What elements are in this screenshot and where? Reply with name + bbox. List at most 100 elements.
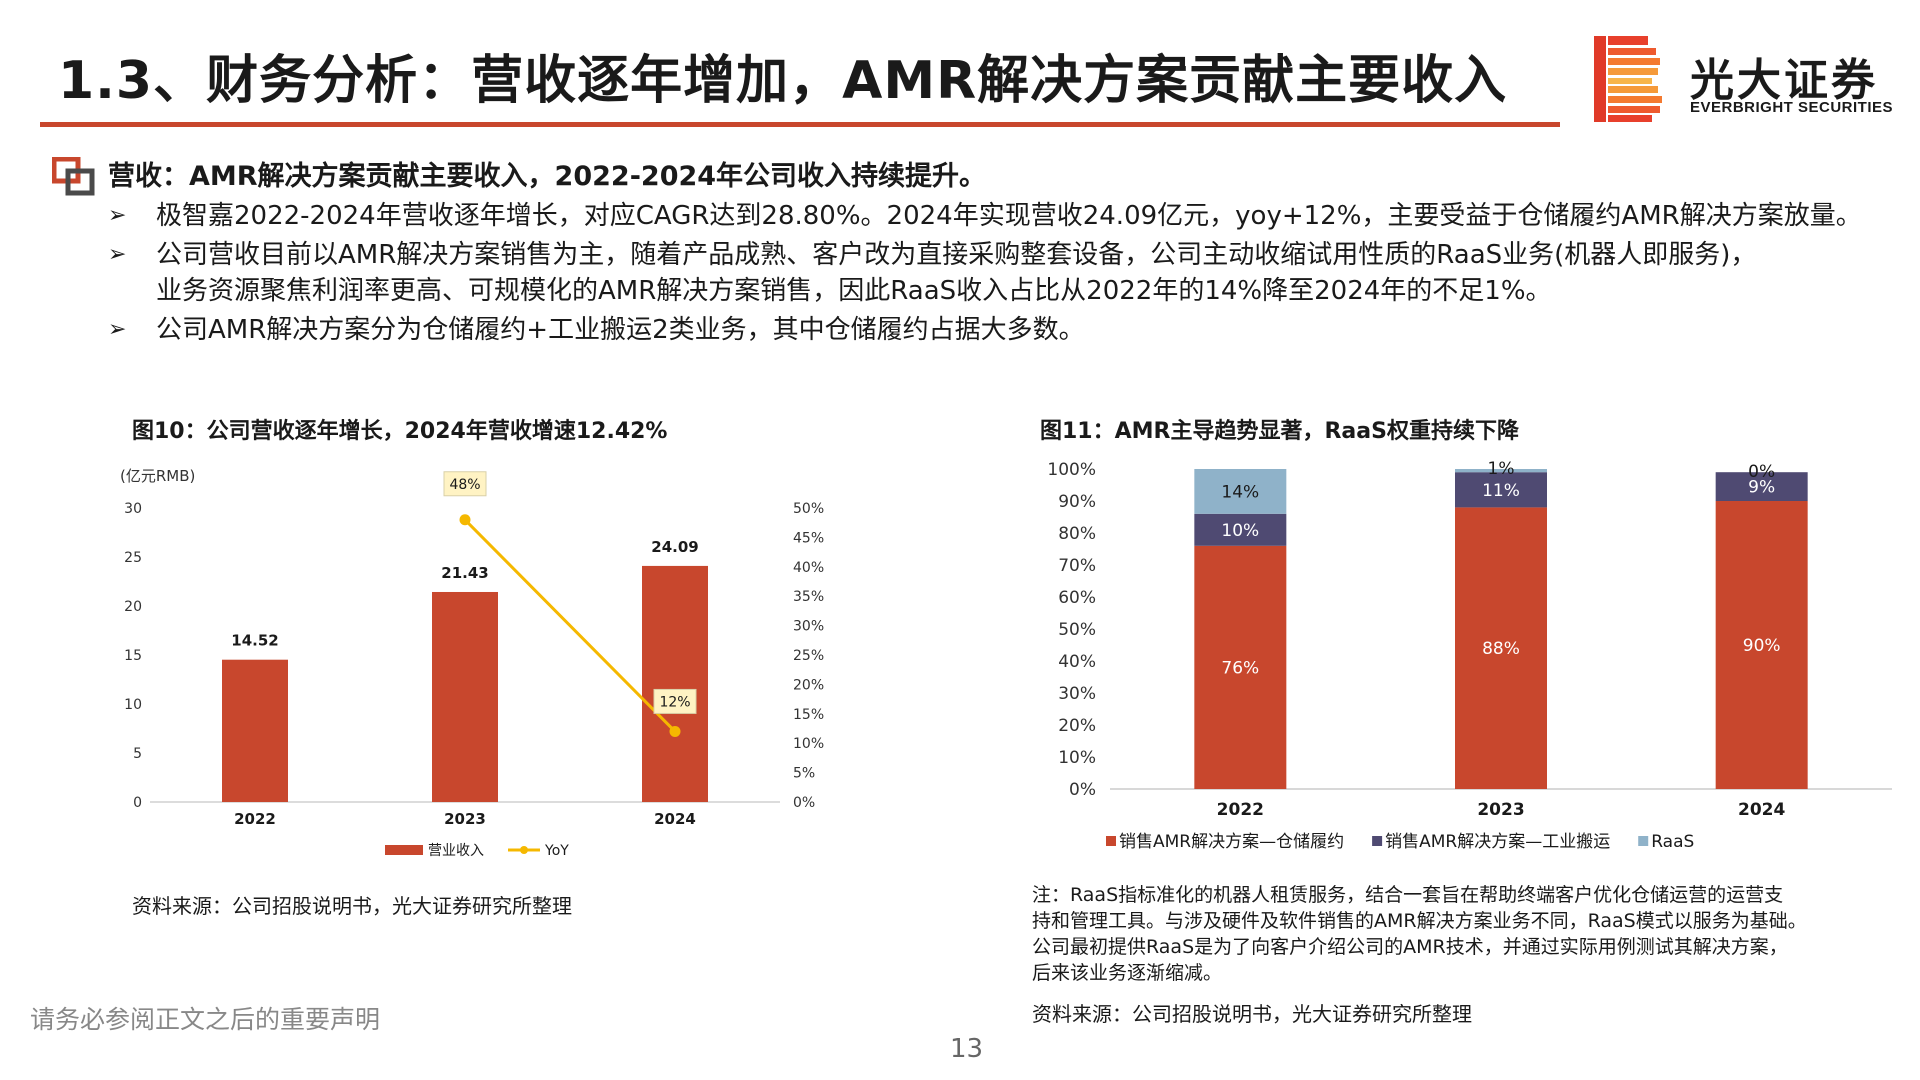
segment-value-label: 88% — [1482, 639, 1520, 659]
segment-value-label: 11% — [1482, 481, 1520, 501]
y-tick-label: 80% — [1058, 524, 1096, 544]
yoy-label-box — [653, 688, 697, 714]
stack-segment — [1455, 507, 1547, 789]
y-tick-label: 30 — [124, 501, 142, 517]
stack-segment — [1715, 472, 1808, 501]
x-tick-label: 2023 — [1477, 800, 1524, 820]
y2-tick-label: 45% — [793, 530, 824, 546]
x-tick-label: 2022 — [1217, 800, 1264, 820]
legend-label: 销售AMR解决方案—工业搬运 — [1385, 832, 1610, 852]
figure-10-source: 资料来源：公司招股说明书，光大证券研究所整理 — [132, 894, 572, 918]
legend-swatch — [385, 845, 423, 855]
bar-value-label: 21.43 — [441, 564, 488, 582]
section-heading: 营收：AMR解决方案贡献主要收入，2022-2024年公司收入持续提升。 — [108, 161, 987, 192]
bullet-item: ➢ 公司AMR解决方案分为仓储履约+工业搬运2类业务，其中仓储履约占据大多数。 — [108, 312, 1908, 348]
page-number: 13 — [950, 1034, 984, 1064]
y2-tick-label: 15% — [793, 707, 824, 723]
y2-tick-label: 10% — [793, 736, 824, 752]
y-tick-label: 20% — [1058, 716, 1096, 736]
note-line: 公司最初提供RaaS是为了向客户介绍公司的AMR技术，并通过实际用例测试其解决方… — [1032, 936, 1788, 958]
yoy-point — [459, 514, 471, 526]
figure-11-note: 注：RaaS指标准化的机器人租赁服务，结合一套旨在帮助终端客户优化仓储运营的运营… — [1032, 882, 1902, 986]
legend-label: YoY — [544, 843, 569, 859]
disclaimer: 请务必参阅正文之后的重要声明 — [30, 1005, 381, 1034]
y2-tick-label: 30% — [793, 619, 824, 635]
segment-value-label: 90% — [1743, 636, 1781, 656]
brand-name-cn: 光大证券 — [1690, 55, 1878, 106]
slide-title: 1.3、财务分析：营收逐年增加，AMR解决方案贡献主要收入 — [58, 51, 1508, 111]
brand-name-en: EVERBRIGHT SECURITIES — [1690, 99, 1894, 116]
legend-swatch — [1638, 836, 1649, 846]
revenue-bar — [222, 659, 288, 802]
unit-label: (亿元RMB) — [120, 467, 195, 485]
x-tick-label: 2023 — [444, 810, 486, 828]
stack-segment — [1455, 472, 1547, 508]
segment-value-label: 1% — [1488, 459, 1515, 479]
y2-tick-label: 50% — [793, 501, 824, 517]
y2-tick-label: 35% — [793, 589, 824, 605]
bullet-item: ➢ 公司营收目前以AMR解决方案销售为主，随着产品成熟、客户改为直接采购整套设备… — [108, 237, 1908, 309]
bar-value-label: 24.09 — [651, 538, 698, 556]
x-tick-label: 2024 — [654, 810, 696, 828]
legend-label: RaaS — [1651, 832, 1694, 852]
arrow-bullet-icon: ➢ — [108, 317, 127, 342]
bullet-text: 公司营收目前以AMR解决方案销售为主，随着产品成熟、客户改为直接采购整套设备，公… — [156, 240, 1757, 270]
y-tick-label: 100% — [1047, 460, 1096, 480]
legend-swatch — [1372, 836, 1383, 846]
figure-10-title: 图10：公司营收逐年增长，2024年营收增速12.42% — [132, 419, 668, 444]
y-tick-label: 20 — [124, 599, 142, 615]
bullet-text: 极智嘉2022-2024年营收逐年增长，对应CAGR达到28.80%。2024年… — [156, 201, 1862, 231]
nested-squares-icon — [52, 157, 95, 196]
y2-tick-label: 25% — [793, 648, 824, 664]
stack-segment — [1194, 469, 1287, 514]
y-tick-label: 0% — [1069, 780, 1096, 800]
stack-segment — [1715, 501, 1808, 789]
title-underline — [40, 122, 1560, 127]
arrow-bullet-icon: ➢ — [108, 242, 127, 267]
x-tick-label: 2024 — [1738, 800, 1785, 820]
segment-value-label: 76% — [1221, 658, 1259, 678]
y2-tick-label: 20% — [793, 677, 824, 693]
y-tick-label: 50% — [1058, 620, 1096, 640]
y-tick-label: 25 — [124, 550, 142, 566]
y-tick-label: 0 — [133, 795, 142, 811]
yoy-line — [463, 518, 677, 733]
y2-tick-label: 5% — [793, 766, 815, 782]
note-line: 注：RaaS指标准化的机器人租赁服务，结合一套旨在帮助终端客户优化仓储运营的运营… — [1032, 884, 1784, 906]
yoy-point — [669, 725, 681, 737]
y2-tick-label: 40% — [793, 560, 824, 576]
x-tick-label: 2022 — [234, 810, 276, 828]
bullet-item: ➢ 极智嘉2022-2024年营收逐年增长，对应CAGR达到28.80%。202… — [108, 198, 1908, 234]
legend-label: 销售AMR解决方案—仓储履约 — [1119, 832, 1344, 852]
y-tick-label: 5 — [133, 746, 142, 762]
note-line: 后来该业务逐渐缩减。 — [1032, 962, 1223, 984]
bullet-text: 业务资源聚焦利润率更高、可规模化的AMR解决方案销售，因此RaaS收入占比从20… — [156, 276, 1552, 306]
y-tick-label: 90% — [1058, 492, 1096, 512]
bullet-text: 公司AMR解决方案分为仓储履约+工业搬运2类业务，其中仓储履约占据大多数。 — [156, 315, 1085, 345]
y-tick-label: 15 — [124, 648, 142, 664]
yoy-label-box — [443, 471, 487, 497]
bullet-list: ➢ 极智嘉2022-2024年营收逐年增长，对应CAGR达到28.80%。202… — [108, 198, 1908, 351]
y-tick-label: 40% — [1058, 652, 1096, 672]
yoy-value-label: 12% — [659, 694, 690, 710]
y2-tick-label: 0% — [793, 795, 815, 811]
note-line: 持和管理工具。与涉及硬件及软件销售的AMR解决方案业务不同，RaaS模式以服务为… — [1032, 910, 1807, 932]
stack-segment — [1194, 545, 1287, 789]
stack-segment — [1194, 513, 1287, 546]
revenue-chart: (亿元RMB) 0 5 10 15 20 25 30 0% 5% 10% 15% 20% 25% 30% 35… — [120, 467, 824, 859]
y-tick-label: 60% — [1058, 588, 1096, 608]
everbright-logo-icon — [1594, 36, 1662, 122]
revenue-mix-chart: 0% 10% 20% 30% 40% 50% 60% 70% 80% 90% 100% 76% 10% 1… — [1047, 459, 1892, 852]
figure-11-source: 资料来源：公司招股说明书，光大证券研究所整理 — [1032, 1002, 1472, 1026]
legend-marker — [520, 846, 528, 854]
y-tick-label: 30% — [1058, 684, 1096, 704]
figure-11-title: 图11：AMR主导趋势显著，RaaS权重持续下降 — [1040, 419, 1519, 444]
segment-value-label: 14% — [1221, 482, 1259, 502]
legend-swatch — [1106, 836, 1116, 846]
stack-segment — [1455, 469, 1547, 473]
arrow-bullet-icon: ➢ — [108, 203, 127, 228]
legend-label: 营业收入 — [428, 843, 484, 859]
segment-value-label: 0% — [1748, 462, 1775, 482]
y-tick-label: 10 — [124, 697, 142, 713]
segment-value-label: 9% — [1748, 478, 1775, 498]
